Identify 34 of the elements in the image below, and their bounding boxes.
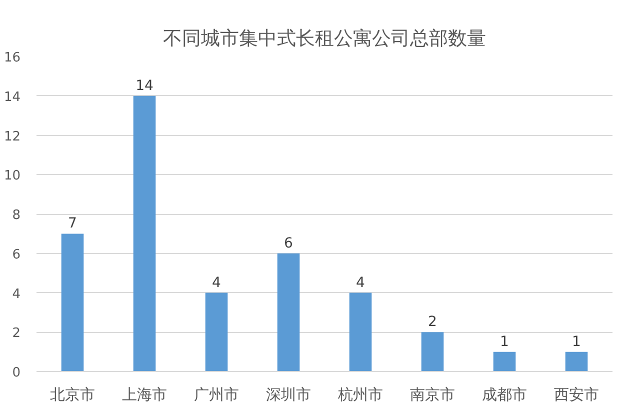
x-tick-label: 西安市 (554, 386, 599, 404)
bar (277, 253, 300, 372)
data-label: 2 (428, 314, 437, 330)
data-label: 4 (212, 274, 222, 291)
bar (133, 96, 156, 372)
bar (205, 292, 228, 372)
bar (421, 332, 444, 372)
y-tick-label: 4 (12, 286, 21, 302)
data-label: 6 (284, 235, 294, 252)
chart-title: 不同城市集中式长租公寓公司总部数量 (163, 28, 486, 50)
data-label: 1 (572, 334, 581, 350)
y-tick-label: 16 (4, 50, 21, 66)
x-tick-label: 成都市 (482, 386, 527, 404)
y-tick-label: 14 (4, 90, 21, 105)
y-tick-label: 8 (12, 208, 21, 223)
x-tick-label: 南京市 (410, 386, 455, 404)
data-label: 4 (356, 274, 366, 291)
x-tick-label: 杭州市 (337, 386, 383, 404)
y-tick-label: 6 (12, 247, 21, 262)
data-label: 7 (68, 216, 77, 232)
data-label: 14 (136, 78, 154, 94)
x-tick-label: 北京市 (50, 386, 95, 404)
bar (61, 234, 84, 372)
bar (349, 292, 372, 372)
y-tick-label: 2 (12, 326, 21, 342)
bar (493, 352, 516, 372)
y-tick-label: 10 (4, 168, 21, 184)
x-tick-label: 上海市 (122, 386, 167, 404)
x-tick-label: 深圳市 (266, 386, 311, 404)
y-tick-label: 0 (12, 366, 21, 380)
data-label: 1 (500, 334, 509, 350)
bar (565, 352, 588, 372)
x-tick-label: 广州市 (194, 386, 239, 404)
y-tick-label: 12 (4, 129, 21, 144)
